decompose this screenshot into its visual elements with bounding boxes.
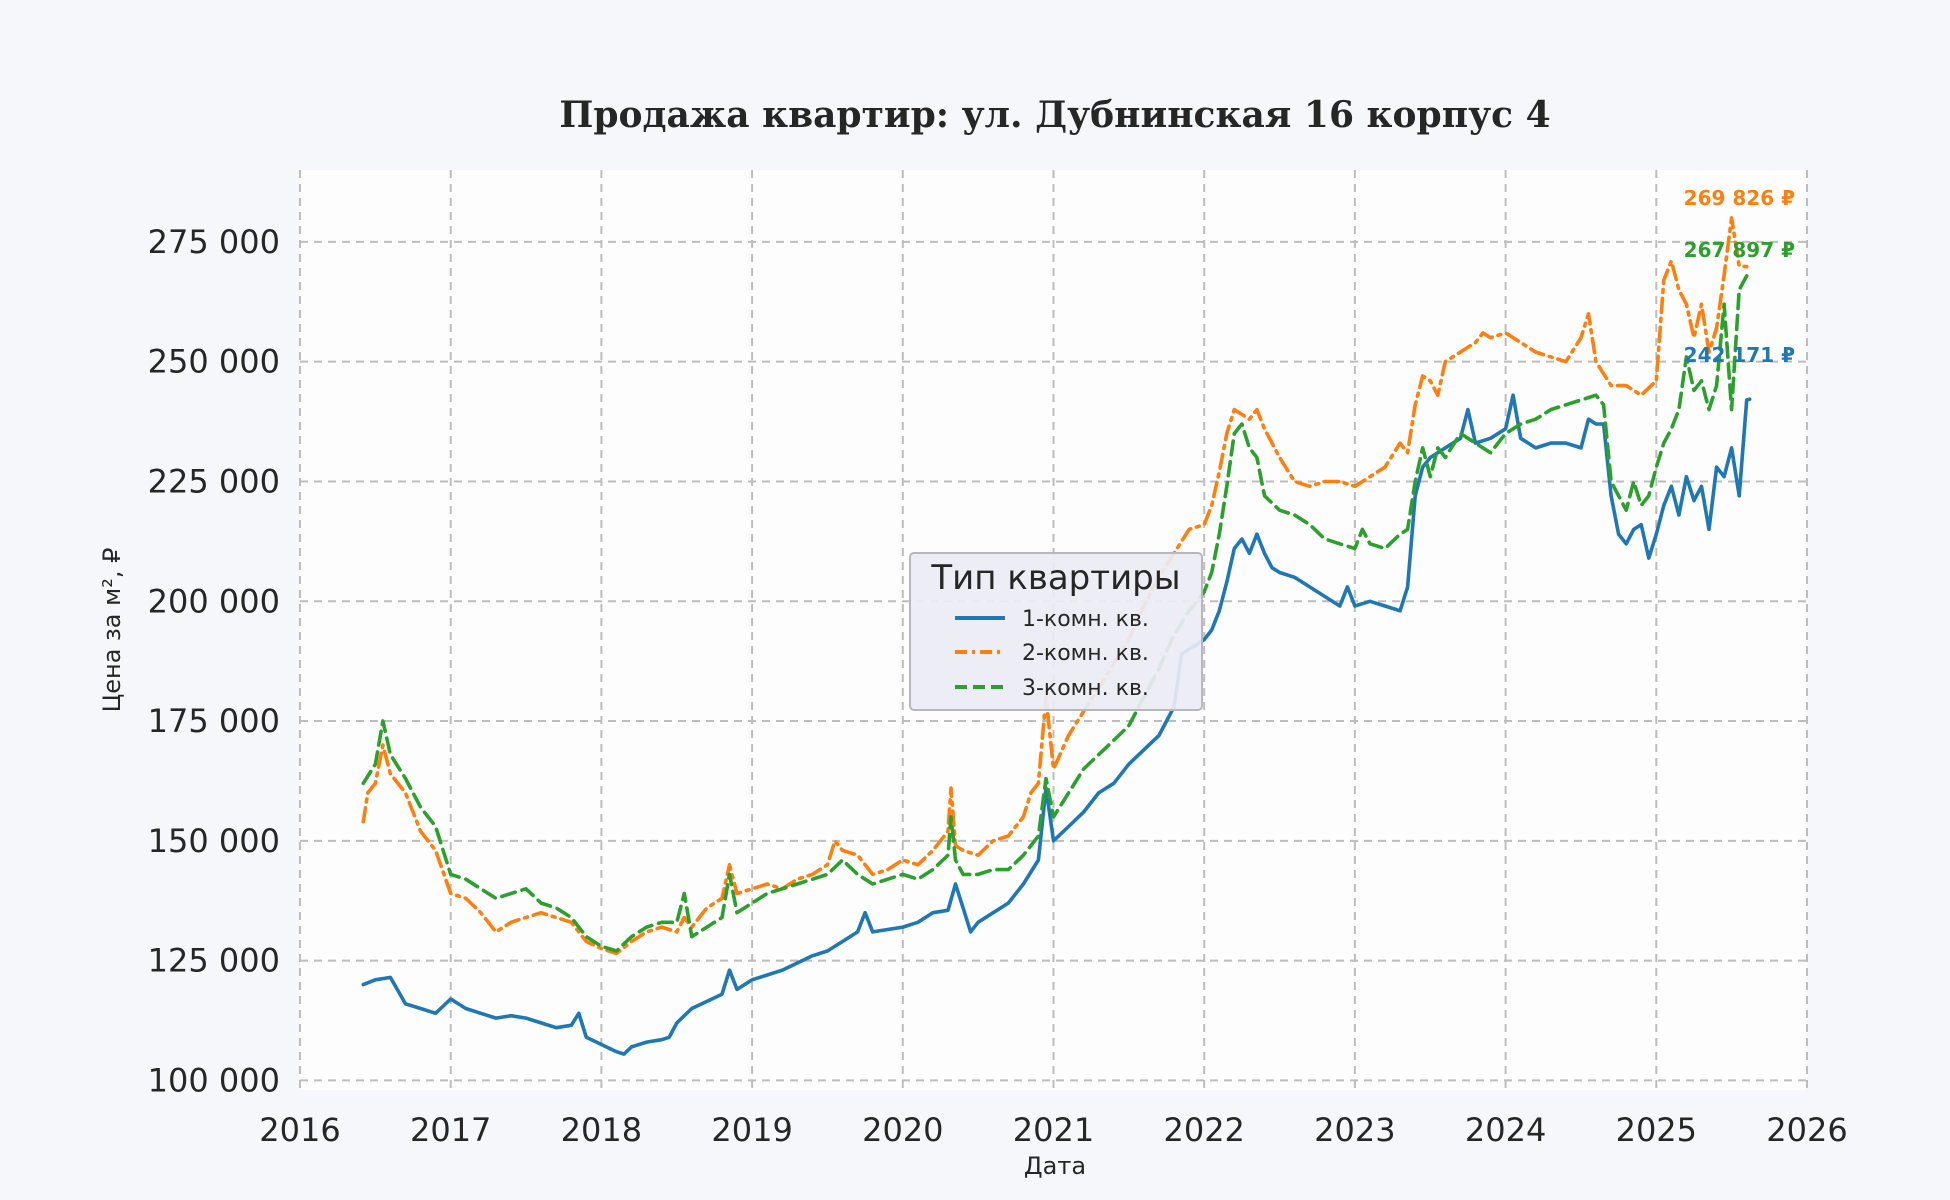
x-tick-label: 2016 [259, 1111, 340, 1149]
chart-title: Продажа квартир: ул. Дубнинская 16 корпу… [559, 94, 1550, 136]
x-tick-label: 2025 [1616, 1111, 1697, 1149]
x-tick-label: 2017 [410, 1111, 491, 1149]
x-tick-label: 2018 [561, 1111, 642, 1149]
y-tick-label: 150 000 [148, 822, 280, 860]
series-line-1 [361, 393, 1752, 1056]
y-tick-label: 175 000 [148, 702, 280, 740]
end-value-label-3: 267 897 ₽ [1684, 238, 1795, 262]
y-tick-label: 200 000 [148, 582, 280, 620]
legend-entry-2: 2-комн. кв. [1022, 641, 1149, 666]
x-tick-label: 2023 [1314, 1111, 1395, 1149]
y-axis-label: Цена за м², ₽ [98, 548, 126, 713]
legend-title: Тип квартиры [930, 558, 1180, 598]
y-tick-label: 225 000 [148, 462, 280, 500]
legend-entry-3: 3-комн. кв. [1022, 676, 1149, 701]
y-tick-label: 125 000 [148, 942, 280, 980]
legend: Тип квартиры 1-комн. кв. 2-комн. кв. 3-к… [909, 552, 1203, 711]
end-labels: 269 826 ₽ 267 897 ₽ 242 171 ₽ [1684, 186, 1795, 367]
legend-entry-1: 1-комн. кв. [1022, 607, 1149, 632]
x-axis-label: Дата [1024, 1152, 1086, 1180]
legend-box [909, 552, 1203, 711]
x-tick-label: 2021 [1013, 1111, 1094, 1149]
x-tick-label: 2022 [1163, 1111, 1244, 1149]
x-tick-label: 2026 [1766, 1111, 1847, 1149]
tick-labels: 2016 2017 2018 2019 2020 2021 2022 2023 2024 2025… [148, 223, 1848, 1149]
y-tick-label: 250 000 [148, 343, 280, 381]
x-tick-label: 2019 [711, 1111, 792, 1149]
y-tick-label: 100 000 [148, 1061, 280, 1099]
end-value-label-1: 242 171 ₽ [1684, 343, 1795, 367]
y-tick-label: 275 000 [148, 223, 280, 261]
x-tick-label: 2024 [1465, 1111, 1546, 1149]
end-value-label-2: 269 826 ₽ [1684, 186, 1795, 210]
x-tick-label: 2020 [862, 1111, 943, 1149]
